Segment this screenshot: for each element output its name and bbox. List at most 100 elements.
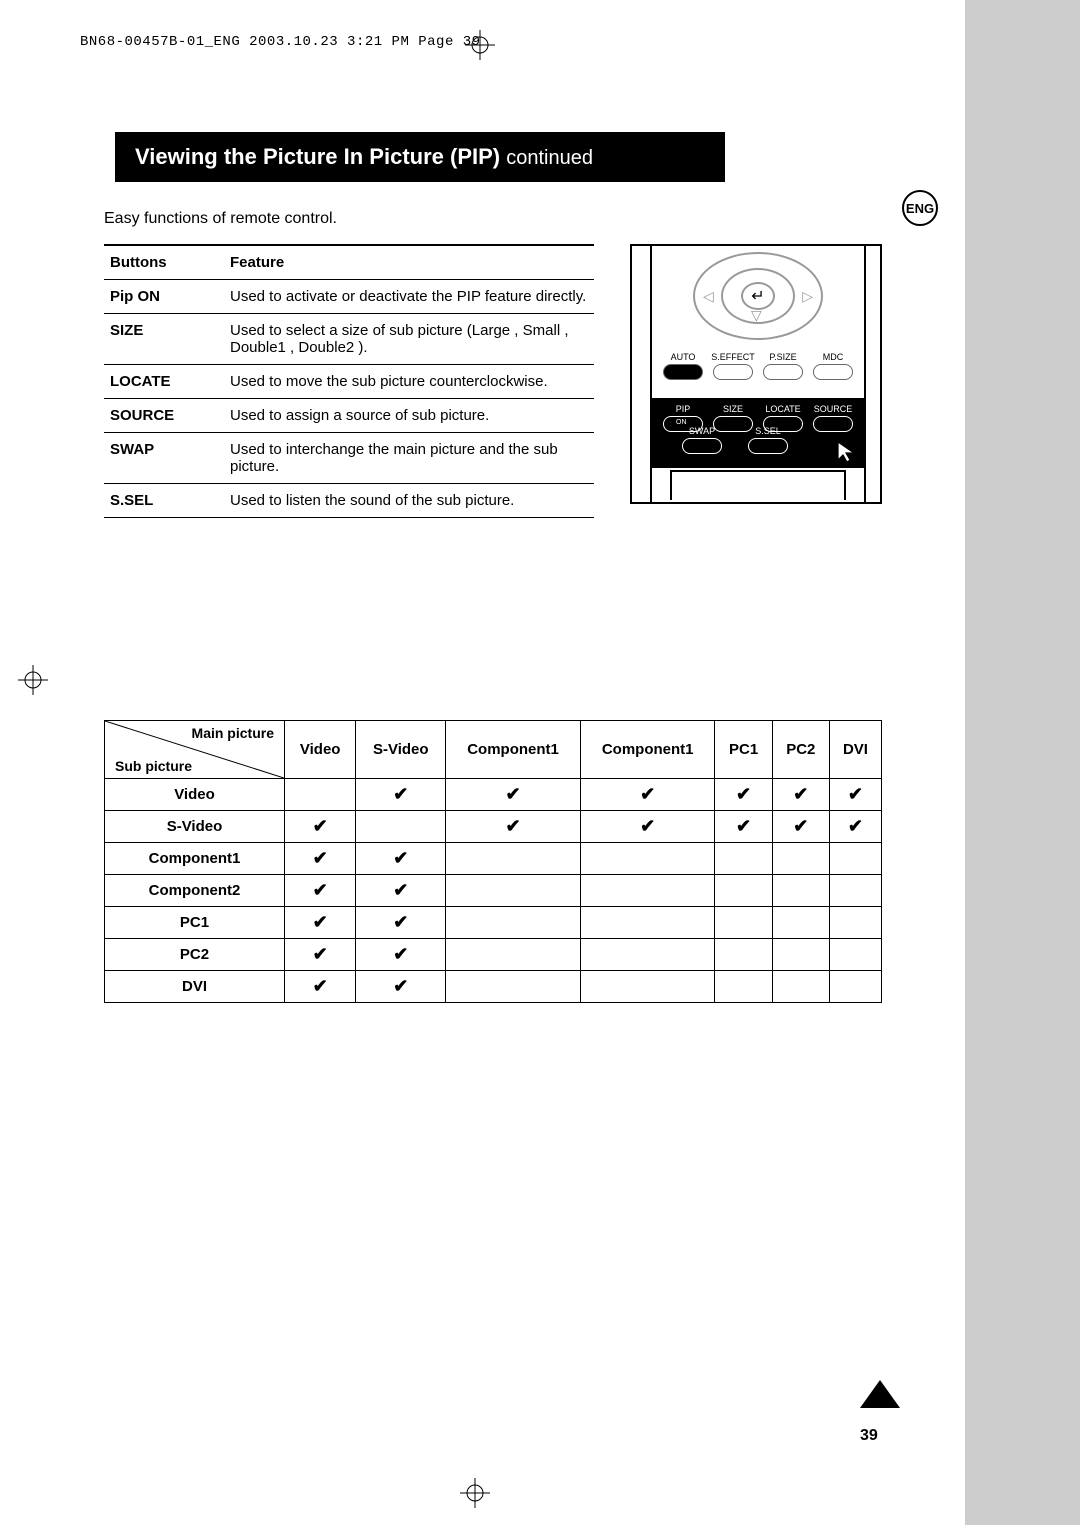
- matrix-cell: [446, 907, 581, 939]
- table-row: Pip ONUsed to activate or deactivate the…: [104, 280, 594, 314]
- remote-button: P.SIZE: [759, 352, 807, 380]
- matrix-cell: ✔: [356, 971, 446, 1003]
- matrix-row-header: S-Video: [105, 811, 285, 843]
- matrix-cell: [580, 971, 715, 1003]
- table-row: SWAPUsed to interchange the main picture…: [104, 433, 594, 484]
- title-main: Viewing the Picture In Picture (PIP): [135, 144, 500, 169]
- matrix-row-header: Component1: [105, 843, 285, 875]
- gray-sidebar: [965, 0, 1080, 1525]
- enter-icon: ↵: [741, 282, 775, 310]
- matrix-cell: [715, 875, 772, 907]
- matrix-cell: ✔: [772, 779, 829, 811]
- title-suffix: continued: [506, 147, 593, 169]
- table-row: SOURCEUsed to assign a source of sub pic…: [104, 399, 594, 433]
- matrix-cell: [446, 971, 581, 1003]
- main-picture-label: Main picture: [192, 725, 274, 741]
- matrix-cell: [446, 939, 581, 971]
- matrix-cell: ✔: [285, 843, 356, 875]
- button-name-cell: LOCATE: [104, 365, 224, 399]
- matrix-cell: [715, 907, 772, 939]
- remote-row-1: AUTOS.EFFECTP.SIZEMDC: [652, 352, 864, 380]
- page-header-line: BN68-00457B-01_ENG 2003.10.23 3:21 PM Pa…: [80, 34, 481, 50]
- buttons-feature-table: Buttons Feature Pip ONUsed to activate o…: [104, 244, 594, 518]
- remote-button: AUTO: [659, 352, 707, 380]
- matrix-cell: [715, 971, 772, 1003]
- table-row: S.SELUsed to listen the sound of the sub…: [104, 484, 594, 518]
- matrix-cell: [446, 843, 581, 875]
- button-name-cell: SWAP: [104, 433, 224, 484]
- feature-desc-cell: Used to assign a source of sub picture.: [224, 399, 594, 433]
- matrix-cell: [715, 939, 772, 971]
- matrix-row: Component2✔✔: [105, 875, 882, 907]
- matrix-cell: ✔: [285, 875, 356, 907]
- crop-mark-left: [18, 665, 48, 700]
- feature-col-header: Feature: [224, 245, 594, 280]
- matrix-cell: ✔: [580, 811, 715, 843]
- matrix-cell: [580, 875, 715, 907]
- matrix-col-header: S-Video: [356, 721, 446, 779]
- matrix-col-header: DVI: [829, 721, 881, 779]
- matrix-col-header: Video: [285, 721, 356, 779]
- matrix-cell: [772, 907, 829, 939]
- matrix-col-header: PC2: [772, 721, 829, 779]
- matrix-row: Component1✔✔: [105, 843, 882, 875]
- matrix-col-header: Component1: [446, 721, 581, 779]
- matrix-cell: [829, 907, 881, 939]
- matrix-cell: ✔: [772, 811, 829, 843]
- matrix-row: PC2✔✔: [105, 939, 882, 971]
- matrix-row-header: DVI: [105, 971, 285, 1003]
- page-number: 39: [860, 1427, 878, 1445]
- matrix-cell: [772, 971, 829, 1003]
- matrix-cell: [829, 971, 881, 1003]
- matrix-row-header: PC2: [105, 939, 285, 971]
- matrix-col-header: Component1: [580, 721, 715, 779]
- sub-picture-label: Sub picture: [115, 758, 192, 774]
- matrix-cell: [446, 875, 581, 907]
- matrix-cell: [356, 811, 446, 843]
- matrix-cell: [772, 939, 829, 971]
- matrix-cell: ✔: [829, 779, 881, 811]
- crop-mark-bottom: [460, 1478, 490, 1513]
- intro-text: Easy functions of remote control.: [104, 210, 337, 228]
- matrix-row-header: PC1: [105, 907, 285, 939]
- matrix-cell: ✔: [446, 779, 581, 811]
- down-arrow-icon: ▽: [751, 307, 762, 324]
- matrix-row: DVI✔✔: [105, 971, 882, 1003]
- matrix-cell: ✔: [356, 939, 446, 971]
- cursor-icon: [836, 440, 858, 470]
- matrix-cell: ✔: [356, 779, 446, 811]
- eng-language-badge: ENG: [902, 190, 938, 226]
- compatibility-matrix: Main picture Sub picture VideoS-VideoCom…: [104, 720, 882, 1003]
- button-name-cell: Pip ON: [104, 280, 224, 314]
- matrix-cell: [829, 939, 881, 971]
- matrix-row-header: Component2: [105, 875, 285, 907]
- matrix-cell: ✔: [285, 811, 356, 843]
- matrix-row: Video✔✔✔✔✔✔: [105, 779, 882, 811]
- buttons-col-header: Buttons: [104, 245, 224, 280]
- matrix-cell: [772, 843, 829, 875]
- feature-desc-cell: Used to interchange the main picture and…: [224, 433, 594, 484]
- matrix-diagonal-header: Main picture Sub picture: [105, 721, 285, 779]
- remote-row-2: PIPONSIZELOCATESOURCE SWAPS.SEL: [652, 398, 864, 468]
- section-title: Viewing the Picture In Picture (PIP) con…: [115, 132, 725, 182]
- feature-desc-cell: Used to move the sub picture countercloc…: [224, 365, 594, 399]
- matrix-cell: ✔: [715, 811, 772, 843]
- remote-illustration: ↵ ◁ ▷ ▽ AUTOS.EFFECTP.SIZEMDC PIPONSIZEL…: [630, 244, 882, 504]
- matrix-cell: [829, 843, 881, 875]
- remote-button: SWAP: [678, 426, 726, 454]
- table-row: SIZEUsed to select a size of sub picture…: [104, 314, 594, 365]
- matrix-cell: ✔: [580, 779, 715, 811]
- button-name-cell: SOURCE: [104, 399, 224, 433]
- matrix-cell: [829, 875, 881, 907]
- remote-button: S.SEL: [744, 426, 792, 454]
- matrix-cell: [580, 907, 715, 939]
- remote-button: MDC: [809, 352, 857, 380]
- remote-dpad: ↵ ◁ ▷ ▽: [693, 252, 823, 326]
- matrix-cell: ✔: [285, 971, 356, 1003]
- feature-desc-cell: Used to select a size of sub picture (La…: [224, 314, 594, 365]
- feature-desc-cell: Used to activate or deactivate the PIP f…: [224, 280, 594, 314]
- matrix-cell: [285, 779, 356, 811]
- button-name-cell: SIZE: [104, 314, 224, 365]
- matrix-row: PC1✔✔: [105, 907, 882, 939]
- matrix-cell: ✔: [446, 811, 581, 843]
